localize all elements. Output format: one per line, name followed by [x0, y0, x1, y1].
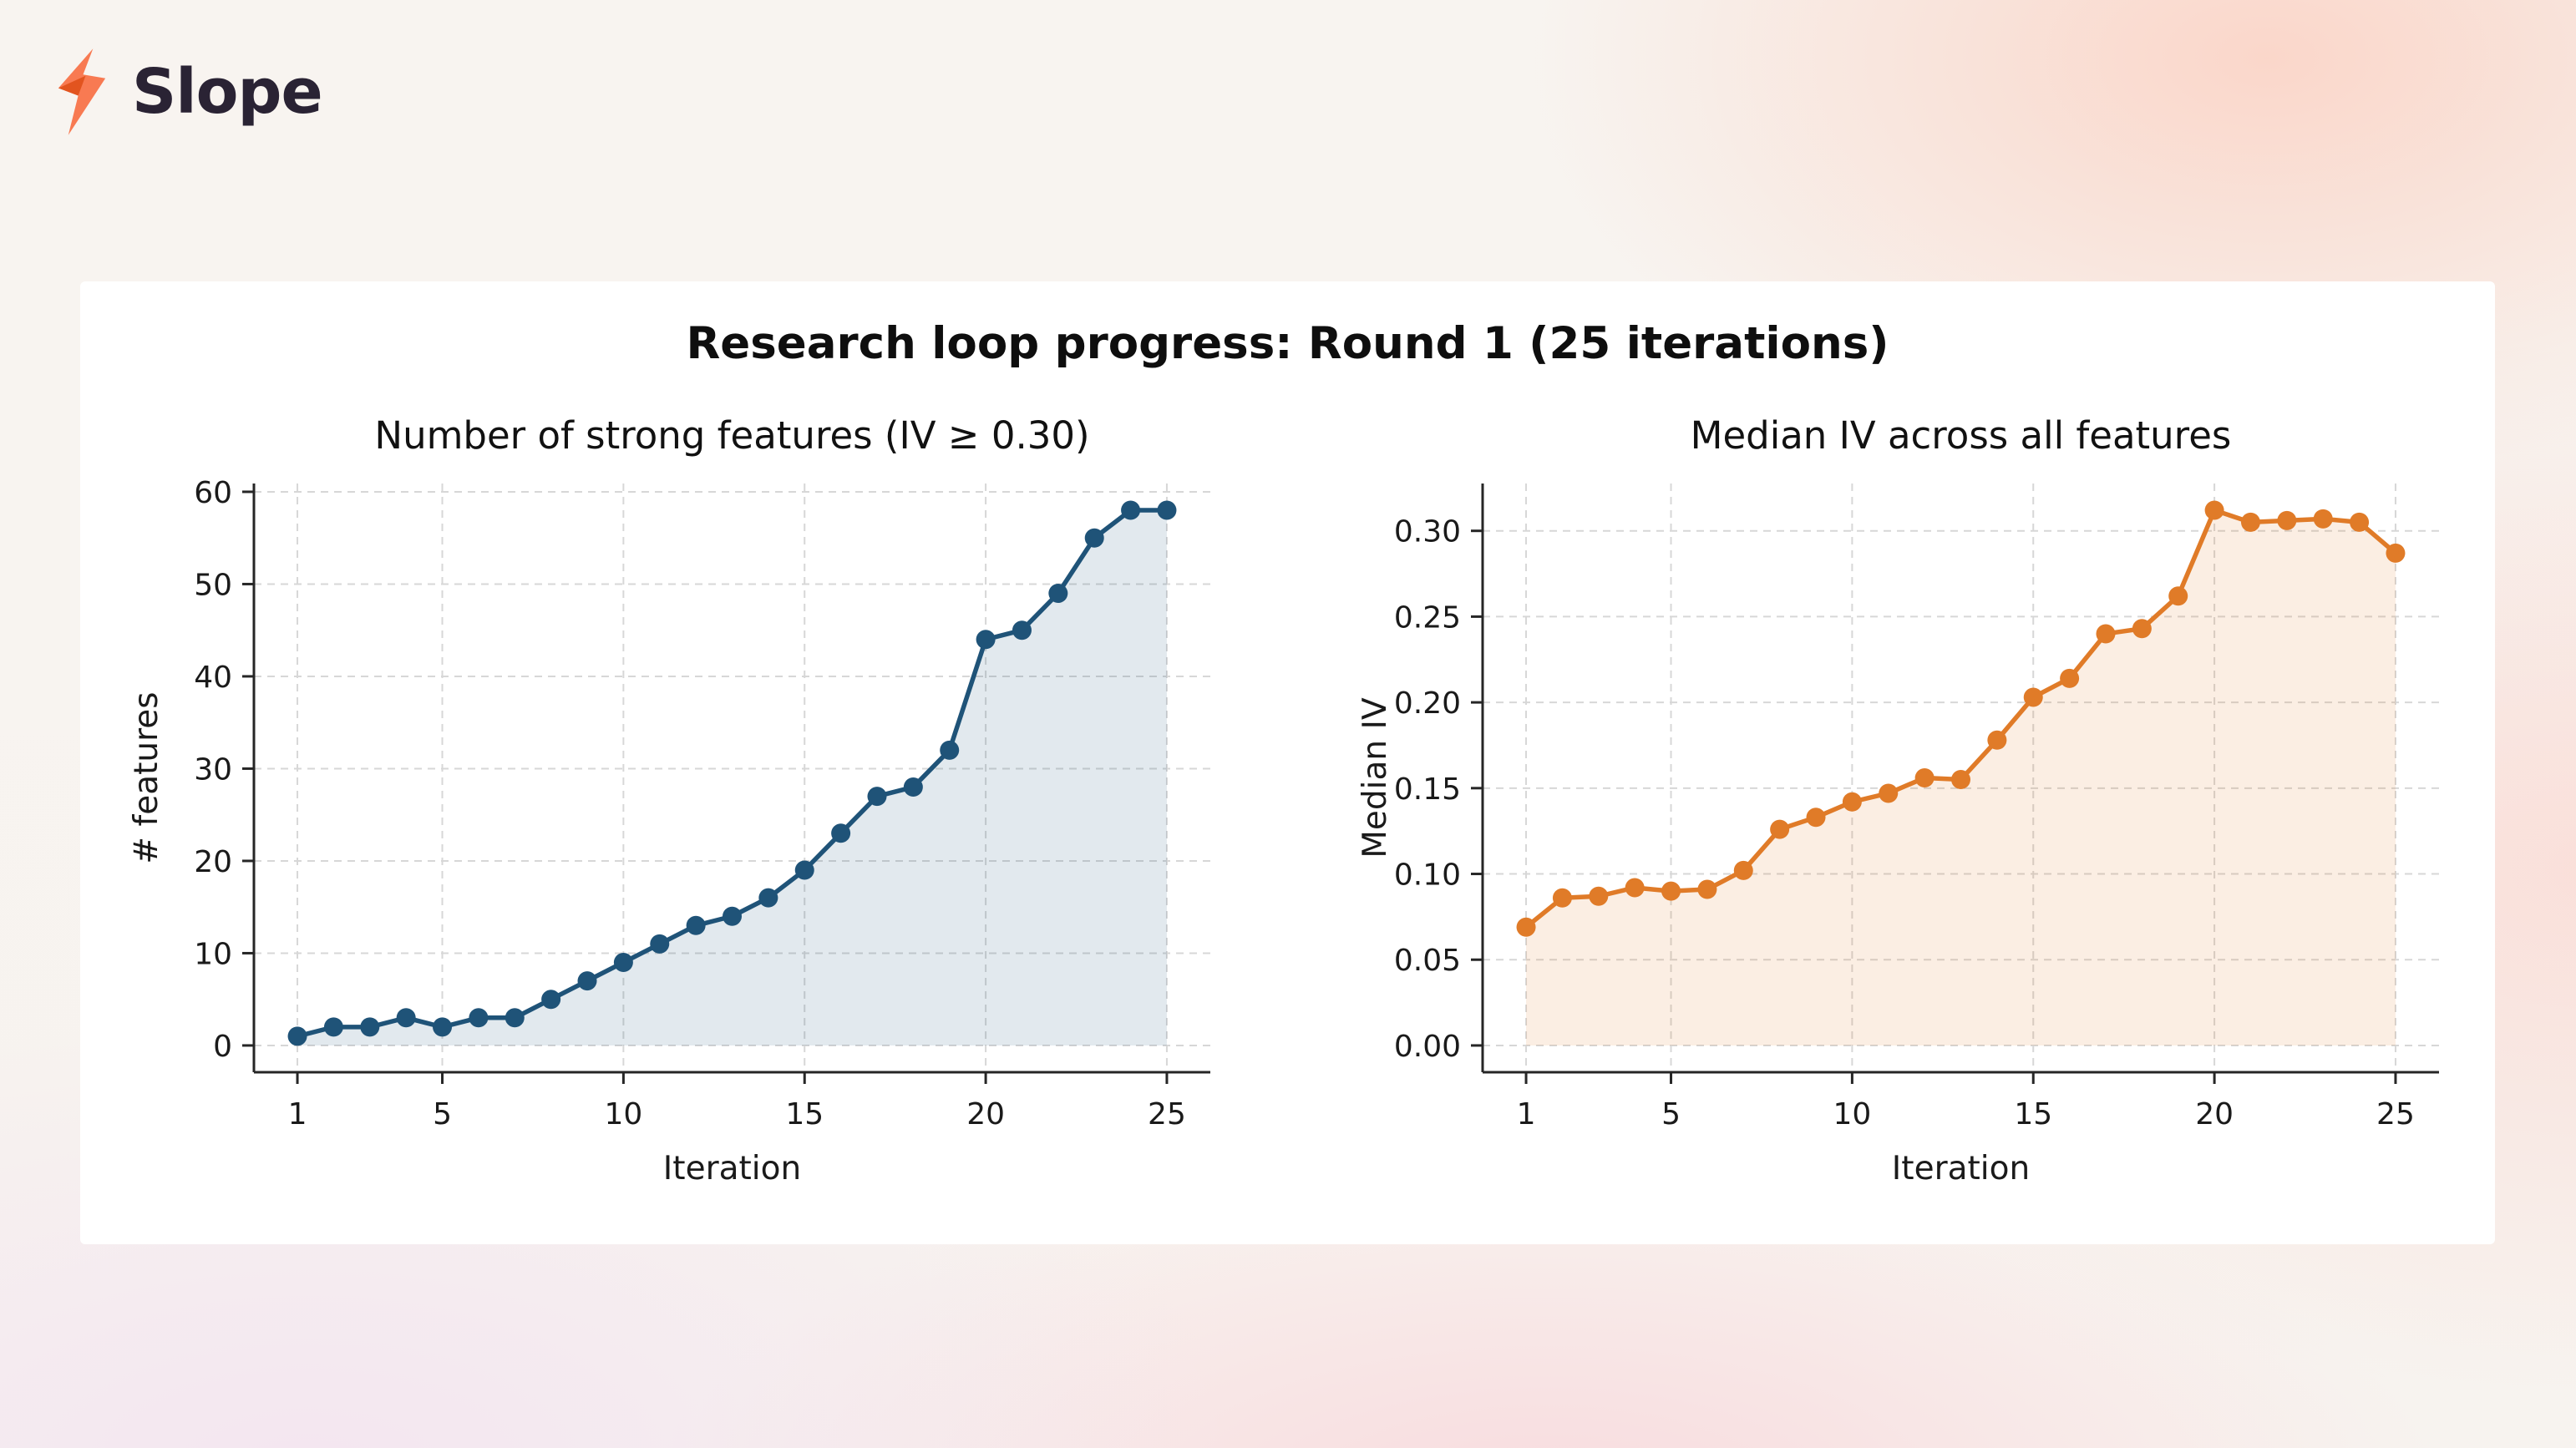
data-point [1048, 583, 1068, 603]
area-fill [1526, 510, 2396, 1045]
data-point [433, 1017, 453, 1037]
data-point [1516, 917, 1536, 937]
median-iv-chart: 1 5 10 15 20 250.000.050.100.150.200.250.30Me… [1356, 413, 2439, 1187]
data-point [2386, 543, 2406, 563]
x-tick-label: 20 [2195, 1097, 2234, 1132]
logo: Slope [53, 48, 323, 135]
x-tick-label: 10 [604, 1097, 642, 1132]
data-point [2240, 512, 2260, 532]
y-tick-label: 30 [194, 752, 232, 787]
x-tick-label: 15 [785, 1097, 824, 1132]
area-fill [297, 510, 1167, 1045]
data-point [1879, 783, 1899, 803]
x-tick-label: 5 [433, 1097, 452, 1132]
data-point [613, 953, 633, 973]
data-point [1697, 879, 1717, 899]
data-point [2168, 586, 2188, 606]
data-point [323, 1017, 343, 1037]
data-point [2060, 668, 2080, 688]
y-tick-label: 10 [194, 937, 232, 971]
data-point [1806, 808, 1826, 828]
data-point [1770, 819, 1790, 839]
data-point [2204, 500, 2224, 520]
data-point [1589, 886, 1609, 906]
x-tick-label: 25 [1148, 1097, 1186, 1132]
charts-row: 1 5 10 15 20 25 0 10 20 30 40 50 60 Number of strong … [80, 404, 2495, 1206]
data-point [1157, 500, 1177, 520]
y-tick-label: 50 [194, 568, 232, 602]
chart-card: Research loop progress: Round 1 (25 iter… [80, 281, 2495, 1244]
data-point [360, 1017, 380, 1037]
axis-label-y: # features [128, 691, 165, 863]
x-tick-label: 20 [966, 1097, 1005, 1132]
x-tick-label: 15 [2014, 1097, 2052, 1132]
y-tick-label: 20 [194, 845, 232, 879]
y-tick-label: 0.15 [1394, 772, 1461, 807]
x-tick-label: 10 [1833, 1097, 1871, 1132]
data-point [1914, 768, 1935, 787]
logo-text: Slope [132, 56, 323, 128]
y-tick-label: 0.05 [1394, 944, 1461, 978]
data-point [1951, 770, 1970, 790]
y-tick-label: 0.25 [1394, 600, 1461, 635]
data-point [2313, 509, 2333, 529]
x-tick-label: 5 [1661, 1097, 1681, 1132]
data-point [940, 740, 960, 760]
data-point [1733, 860, 1753, 880]
data-point [723, 906, 742, 926]
y-tick-label: 0.30 [1394, 515, 1461, 549]
data-point [1661, 881, 1681, 901]
y-tick-label: 0.10 [1394, 858, 1461, 893]
page-title: Research loop progress: Round 1 (25 iter… [686, 318, 1889, 369]
data-point [396, 1008, 416, 1028]
x-tick-label: 25 [2376, 1097, 2415, 1132]
data-point [686, 915, 706, 935]
y-tick-label: 0.20 [1394, 686, 1461, 721]
data-point [541, 990, 561, 1010]
data-point [867, 787, 887, 807]
data-point [2132, 619, 2152, 639]
y-tick-label: 0.00 [1394, 1030, 1461, 1064]
data-point [1012, 620, 1032, 640]
data-point [287, 1026, 307, 1046]
data-point [1552, 888, 1572, 908]
y-tick-label: 60 [194, 476, 232, 510]
y-tick-label: 40 [194, 661, 232, 695]
subplot-title: Median IV across all features [1691, 413, 2232, 458]
x-tick-label: 1 [1517, 1097, 1536, 1132]
data-point [2350, 512, 2370, 532]
data-point [831, 823, 851, 843]
data-point [1084, 528, 1104, 548]
data-point [2096, 624, 2116, 644]
axis-label-y: Median IV [1356, 697, 1394, 858]
data-point [903, 777, 923, 797]
data-point [505, 1008, 525, 1028]
axis-label-x: Iteration [1892, 1150, 2030, 1187]
data-point [469, 1008, 489, 1028]
data-point [577, 971, 597, 991]
data-point [976, 630, 996, 650]
data-point [1987, 730, 2007, 750]
lightning-bolt-icon [58, 48, 106, 135]
x-tick-label: 1 [288, 1097, 307, 1132]
data-point [1625, 878, 1645, 898]
data-point [1842, 792, 1862, 812]
y-tick-label: 0 [213, 1030, 232, 1064]
data-point [650, 934, 670, 954]
data-point [1121, 500, 1141, 520]
data-point [2277, 510, 2297, 530]
data-point [794, 860, 814, 880]
data-point [758, 888, 778, 908]
data-point [2023, 687, 2043, 707]
axis-label-x: Iteration [663, 1150, 801, 1187]
subplot-title: Number of strong features (IV ≥ 0.30) [374, 413, 1089, 458]
